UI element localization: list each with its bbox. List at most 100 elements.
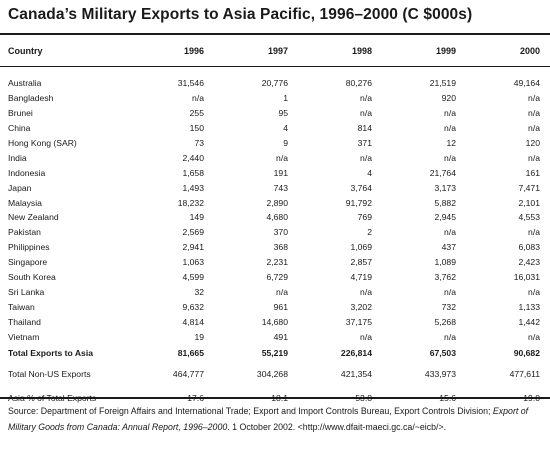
export-value-1999: n/a	[444, 108, 456, 119]
summary-label: Total Non-US Exports	[8, 369, 91, 380]
export-value-2000: 16,031	[513, 272, 540, 283]
export-value-1999: 732	[441, 301, 456, 312]
country-name: Hong Kong (SAR)	[8, 138, 77, 148]
export-value-2000: n/a	[528, 108, 540, 119]
export-value-2000: n/a	[528, 227, 540, 238]
table-row: Philippines 2,941 368 1,069 437 6,083	[0, 240, 550, 255]
country-name: China	[8, 123, 31, 134]
export-value-1997: 4	[283, 123, 288, 134]
export-value-2000: 4,553	[518, 212, 540, 223]
export-value-1997: 14,680	[261, 316, 288, 327]
export-value-1998: 80,276	[345, 78, 372, 89]
export-value-1999: n/a	[444, 227, 456, 238]
table-row: Japan 1,493 743 3,764 3,173 7,471	[0, 180, 550, 195]
export-value-2000: n/a	[528, 286, 540, 297]
country-name: New Zealand	[8, 212, 59, 223]
export-value-1999: n/a	[444, 152, 456, 163]
table-row: Australia 31,546 20,776 80,276 21,519 49,164	[0, 76, 550, 91]
export-value-1997: 1	[283, 93, 288, 104]
export-value-1998: 769	[357, 212, 372, 223]
country-name: Taiwan	[8, 301, 35, 312]
export-value-2000: 1,133	[518, 301, 540, 312]
export-value-1996: 18,232	[177, 197, 204, 208]
export-value-1998: 37,175	[345, 316, 372, 327]
column-header-2000: 2000	[519, 45, 540, 56]
country-name: Japan	[8, 182, 32, 193]
export-value-1997: 95	[278, 108, 288, 119]
export-value-1999: 1,089	[434, 257, 456, 268]
export-value-1996: 19	[194, 331, 204, 342]
export-value-1999: 5,268	[434, 316, 456, 327]
export-value-1996: 1,063	[182, 257, 204, 268]
table-row: Singapore 1,063 2,231 2,857 1,089 2,423	[0, 255, 550, 270]
summary-value: 421,354	[340, 369, 372, 380]
table-row: China 150 4 814 n/a n/a	[0, 121, 550, 136]
export-value-1997: n/a	[276, 286, 288, 297]
total-row: Total Exports to Asia 81,665 55,219 226,…	[0, 344, 550, 361]
export-value-1998: 3,764	[350, 182, 372, 193]
export-value-1997: 191	[273, 167, 288, 178]
export-value-1998: 4,719	[350, 272, 372, 283]
export-value-1999: n/a	[444, 331, 456, 342]
export-value-2000: 7,471	[518, 182, 540, 193]
summary-label: Asia % of Total Exports	[8, 393, 97, 404]
summary-value: 477,611	[509, 369, 540, 380]
export-value-1996: 150	[189, 123, 204, 134]
export-value-1998: 91,792	[345, 197, 372, 208]
spacer	[0, 66, 550, 76]
table-row: Indonesia 1,658 191 4 21,764 161	[0, 165, 550, 180]
export-value-1996: 255	[189, 108, 204, 119]
column-header-1999: 1999	[435, 45, 456, 56]
summary-value: 53.8	[355, 393, 372, 404]
table-row: South Korea 4,599 6,729 4,719 3,762 16,031	[0, 270, 550, 285]
top-rule	[0, 33, 550, 35]
summary-value: 464,777	[172, 369, 204, 380]
export-value-1997: 20,776	[261, 78, 288, 89]
country-name: Thailand	[8, 316, 41, 327]
export-value-1997: 368	[273, 242, 288, 253]
export-value-1996: 1,658	[182, 167, 204, 178]
export-value-1998: 4	[367, 167, 372, 178]
table-row: Brunei 255 95 n/a n/a n/a	[0, 106, 550, 121]
country-rows: Australia 31,546 20,776 80,276 21,519 49,164 B…	[0, 76, 550, 344]
export-value-2000: 161	[525, 167, 540, 178]
table-row: Pakistan 2,569 370 2 n/a n/a	[0, 225, 550, 240]
export-value-1997: 961	[273, 301, 288, 312]
table-row: Thailand 4,814 14,680 37,175 5,268 1,442	[0, 314, 550, 329]
export-value-1996: 2,941	[182, 242, 204, 253]
export-value-1998: 2	[367, 227, 372, 238]
export-value-1996: 2,569	[182, 227, 204, 238]
table-row: Taiwan 9,632 961 3,202 732 1,133	[0, 299, 550, 314]
export-value-1997: 9	[283, 138, 288, 148]
export-value-2000: n/a	[528, 123, 540, 134]
export-value-1996: 9,632	[182, 301, 204, 312]
source-note: Source: Department of Foreign Affairs an…	[8, 403, 544, 435]
export-value-1999: 5,882	[434, 197, 456, 208]
export-value-1999: 12	[446, 138, 456, 148]
country-name: Brunei	[8, 108, 33, 119]
table-row: Sri Lanka 32 n/a n/a n/a n/a	[0, 284, 550, 299]
summary-row: Total Non-US Exports 464,777 304,268 421…	[0, 361, 550, 387]
export-value-2000: 2,423	[518, 257, 540, 268]
source-date-url: . 1 October 2002. <http://www.dfait-maec…	[227, 422, 447, 432]
export-value-1999: n/a	[444, 286, 456, 297]
table-row: India 2,440 n/a n/a n/a n/a	[0, 150, 550, 165]
table-row: Bangladesh n/a 1 n/a 920 n/a	[0, 91, 550, 106]
summary-value: 433,973	[424, 369, 456, 380]
country-name: Indonesia	[8, 167, 46, 178]
total-value: 67,503	[429, 347, 456, 358]
summary-value: 18.1	[271, 393, 288, 404]
table-row: Malaysia 18,232 2,890 91,792 5,882 2,101	[0, 195, 550, 210]
column-header-1998: 1998	[351, 45, 372, 56]
bottom-rule	[0, 397, 550, 399]
export-value-1998: n/a	[360, 331, 372, 342]
export-value-1999: 2,945	[434, 212, 456, 223]
summary-value: 17.6	[187, 393, 204, 404]
export-value-2000: n/a	[528, 152, 540, 163]
column-header-1997: 1997	[267, 45, 288, 56]
export-value-1997: 2,890	[266, 197, 288, 208]
summary-row: Asia % of Total Exports 17.6 18.1 53.8 1…	[0, 387, 550, 409]
export-value-2000: 1,442	[518, 316, 540, 327]
country-name: Bangladesh	[8, 93, 54, 104]
export-value-1997: 2,231	[266, 257, 288, 268]
